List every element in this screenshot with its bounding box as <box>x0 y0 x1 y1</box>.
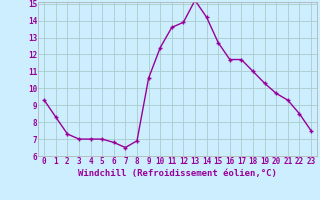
X-axis label: Windchill (Refroidissement éolien,°C): Windchill (Refroidissement éolien,°C) <box>78 169 277 178</box>
